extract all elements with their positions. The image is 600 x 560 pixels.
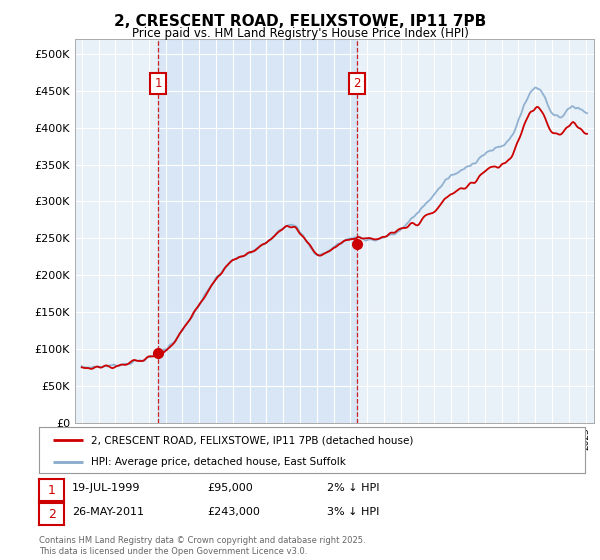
Text: 2% ↓ HPI: 2% ↓ HPI (327, 483, 379, 493)
Text: Price paid vs. HM Land Registry's House Price Index (HPI): Price paid vs. HM Land Registry's House … (131, 27, 469, 40)
Bar (158, 39, 357, 423)
Text: £243,000: £243,000 (207, 507, 260, 517)
Text: 1: 1 (154, 77, 162, 90)
Text: 1: 1 (47, 483, 56, 497)
Text: 2, CRESCENT ROAD, FELIXSTOWE, IP11 7PB (detached house): 2, CRESCENT ROAD, FELIXSTOWE, IP11 7PB (… (91, 435, 413, 445)
Text: Contains HM Land Registry data © Crown copyright and database right 2025.
This d: Contains HM Land Registry data © Crown c… (39, 536, 365, 556)
Text: 26-MAY-2011: 26-MAY-2011 (72, 507, 144, 517)
Text: £95,000: £95,000 (207, 483, 253, 493)
Text: 3% ↓ HPI: 3% ↓ HPI (327, 507, 379, 517)
Text: 2, CRESCENT ROAD, FELIXSTOWE, IP11 7PB: 2, CRESCENT ROAD, FELIXSTOWE, IP11 7PB (114, 14, 486, 29)
Text: 2: 2 (353, 77, 361, 90)
Text: 2: 2 (47, 507, 56, 521)
Text: HPI: Average price, detached house, East Suffolk: HPI: Average price, detached house, East… (91, 457, 346, 466)
Text: 19-JUL-1999: 19-JUL-1999 (72, 483, 140, 493)
